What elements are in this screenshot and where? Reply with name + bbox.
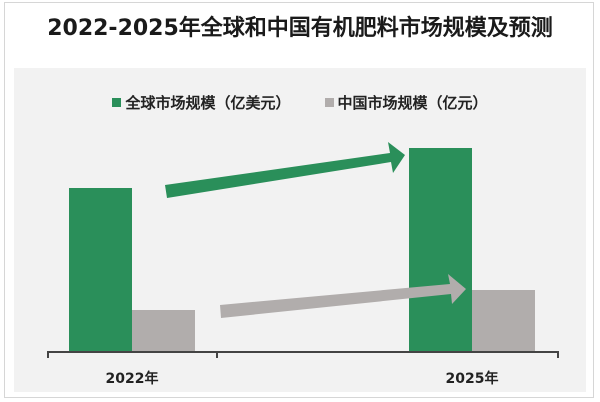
legend-swatch-china [324, 98, 334, 107]
x-axis [47, 351, 558, 353]
bar-china-0 [132, 310, 195, 351]
bar-china-1 [472, 290, 535, 351]
green-growth-arrow [165, 142, 405, 198]
legend-item-global: 全球市场规模（亿美元） [112, 92, 291, 113]
x-label-2025: 2025年 [445, 371, 499, 387]
chart-title: 2022-2025年全球和中国有机肥料市场规模及预测 [47, 16, 553, 41]
legend-label-china: 中国市场规模（亿元） [337, 94, 488, 112]
bar-global-1 [409, 148, 472, 351]
x-label-2022: 2022年 [105, 371, 159, 387]
x-axis-tick [47, 351, 49, 358]
gray-growth-arrow [220, 274, 466, 318]
legend: 全球市场规模（亿美元） 中国市场规模（亿元） [0, 92, 600, 113]
bar-global-0 [69, 188, 132, 351]
x-axis-tick [216, 351, 218, 358]
x-axis-tick [557, 351, 559, 358]
legend-swatch-global [112, 98, 122, 107]
legend-label-global: 全球市场规模（亿美元） [125, 94, 291, 112]
legend-item-china: 中国市场规模（亿元） [324, 92, 488, 113]
